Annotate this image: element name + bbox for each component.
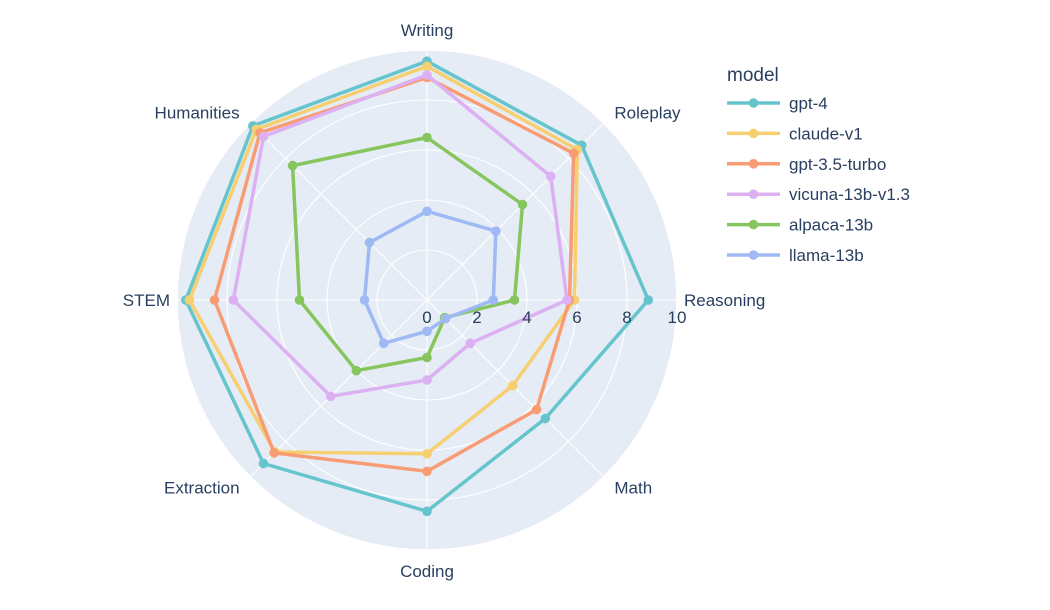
legend-item-gpt-4[interactable]: gpt-4 [727,94,828,113]
legend-marker-gpt-4 [748,98,759,108]
legend-label-claude-v1[interactable]: claude-v1 [789,124,863,143]
legend-label-gpt-3-5-turbo[interactable]: gpt-3.5-turbo [789,155,886,174]
series-point-claude-v1-math[interactable] [507,380,518,391]
series-point-alpaca-13b-roleplay[interactable] [517,199,528,210]
grid-spoke-humanities [249,122,428,301]
series-point-vicuna-13b-v1-3-coding[interactable] [422,375,432,385]
grid-spoke-extraction [249,299,428,478]
series-point-gpt-4-math[interactable] [540,413,551,424]
series-point-vicuna-13b-v1-3-reasoning[interactable] [562,295,572,305]
radial-tick-6: 6 [572,308,581,327]
legend-title: model [727,65,779,86]
legend-label-vicuna-13b-v1-3[interactable]: vicuna-13b-v1.3 [789,185,910,204]
series-point-gpt-3-5-turbo-roleplay[interactable] [568,148,579,159]
series-point-alpaca-13b-writing[interactable] [422,132,432,143]
series-point-llama-13b-stem[interactable] [359,295,370,305]
legend-marker-llama-13b [748,250,759,260]
axis-label-math: Math [614,478,652,497]
series-point-alpaca-13b-extraction[interactable] [351,365,362,376]
series-point-llama-13b-humanities[interactable] [364,237,375,248]
series-vicuna-13b-v1-3 [228,70,572,402]
series-point-gpt-4-coding[interactable] [422,506,432,517]
series-point-llama-13b-math[interactable] [440,313,451,324]
series-point-vicuna-13b-v1-3-math[interactable] [465,338,476,349]
axis-label-stem: STEM [123,291,170,310]
category-axis-labels: Writing Roleplay Reasoning Math Coding Extrac… [123,21,766,581]
legend-item-alpaca-13b[interactable]: alpaca-13b [727,216,873,235]
radial-tick-2: 2 [472,308,481,327]
legend-marker-alpaca-13b [748,219,759,230]
series-point-gpt-4-reasoning[interactable] [643,295,654,305]
series-point-llama-13b-coding[interactable] [422,326,432,337]
axis-label-extraction: Extraction [164,478,240,497]
series-llama-13b [359,206,501,349]
legend-item-llama-13b[interactable]: llama-13b [727,246,864,265]
axis-label-coding: Coding [400,562,454,581]
series-point-gpt-3-5-turbo-coding[interactable] [422,466,432,477]
series-point-gpt-4-extraction[interactable] [258,458,269,469]
legend-label-llama-13b[interactable]: llama-13b [789,246,864,265]
legend-marker-gpt-3-5-turbo [748,159,759,169]
legend-item-vicuna-13b-v1-3[interactable]: vicuna-13b-v1.3 [727,185,910,204]
radial-tick-0: 0 [422,308,431,327]
axis-label-roleplay: Roleplay [614,104,681,123]
series-point-claude-v1-coding[interactable] [422,449,432,459]
series-point-vicuna-13b-v1-3-humanities[interactable] [258,131,269,142]
axis-label-writing: Writing [401,21,454,40]
series-point-llama-13b-roleplay[interactable] [491,226,501,236]
series-point-vicuna-13b-v1-3-roleplay[interactable] [545,171,556,182]
legend-label-gpt-4[interactable]: gpt-4 [789,94,828,113]
series-point-gpt-3-5-turbo-math[interactable] [531,404,542,415]
legend-marker-claude-v1 [748,128,759,139]
series-point-vicuna-13b-v1-3-extraction[interactable] [325,391,336,402]
series-point-llama-13b-reasoning[interactable] [488,295,499,305]
axis-label-humanities: Humanities [155,104,240,123]
radial-tick-labels: 0 2 4 6 8 10 [422,308,686,327]
series-point-vicuna-13b-v1-3-writing[interactable] [422,70,432,80]
legend-item-gpt-3-5-turbo[interactable]: gpt-3.5-turbo [727,155,886,174]
series-point-gpt-3-5-turbo-extraction[interactable] [269,448,279,458]
radial-tick-10: 10 [668,308,687,327]
series-alpaca-13b [287,132,528,376]
series-point-claude-v1-stem[interactable] [184,295,195,305]
series-point-alpaca-13b-reasoning[interactable] [509,295,520,305]
legend-label-alpaca-13b[interactable]: alpaca-13b [789,216,873,235]
series-point-llama-13b-writing[interactable] [422,206,432,217]
radial-tick-4: 4 [522,308,531,327]
legend-item-claude-v1[interactable]: claude-v1 [727,124,863,143]
series-point-claude-v1-writing[interactable] [422,61,432,72]
series-point-gpt-3-5-turbo-stem[interactable] [209,295,220,305]
legend: model gpt-4 claude-v1 gpt-3.5-turbo vicuna-1… [727,65,910,265]
series-point-alpaca-13b-stem[interactable] [294,295,305,305]
series-point-vicuna-13b-v1-3-stem[interactable] [228,295,239,305]
series-point-alpaca-13b-humanities[interactable] [287,160,298,171]
series-point-alpaca-13b-coding[interactable] [422,352,432,363]
legend-marker-vicuna-13b-v1-3 [748,189,759,199]
radial-tick-8: 8 [622,308,631,327]
series-point-llama-13b-extraction[interactable] [378,338,389,349]
axis-label-reasoning: Reasoning [684,291,765,310]
